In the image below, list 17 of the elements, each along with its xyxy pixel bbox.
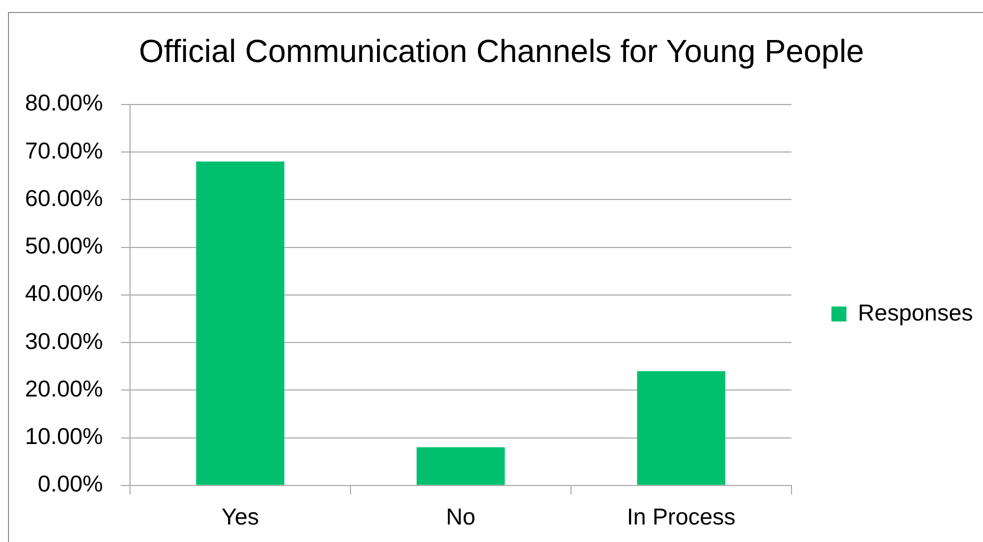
x-tick-label: Yes bbox=[221, 504, 260, 530]
y-tick-label: 30.00% bbox=[24, 328, 103, 354]
y-tick-label: 40.00% bbox=[24, 280, 103, 306]
x-tick-label: In Process bbox=[626, 504, 736, 530]
y-tick-label: 80.00% bbox=[24, 90, 103, 116]
bar bbox=[196, 162, 284, 485]
chart-title: Official Communication Channels for Young People bbox=[138, 33, 864, 70]
y-tick-label: 50.00% bbox=[24, 232, 103, 259]
legend-label: Responses bbox=[858, 299, 974, 326]
y-tick-label: 70.00% bbox=[24, 137, 103, 164]
y-tick-label: 0.00% bbox=[38, 470, 103, 497]
y-tick-label: 10.00% bbox=[24, 423, 103, 450]
y-tick-label: 20.00% bbox=[24, 375, 103, 402]
x-tick-label: No bbox=[446, 504, 476, 530]
y-tick-label: 60.00% bbox=[24, 184, 103, 211]
bar bbox=[637, 371, 726, 485]
bar bbox=[416, 447, 505, 485]
